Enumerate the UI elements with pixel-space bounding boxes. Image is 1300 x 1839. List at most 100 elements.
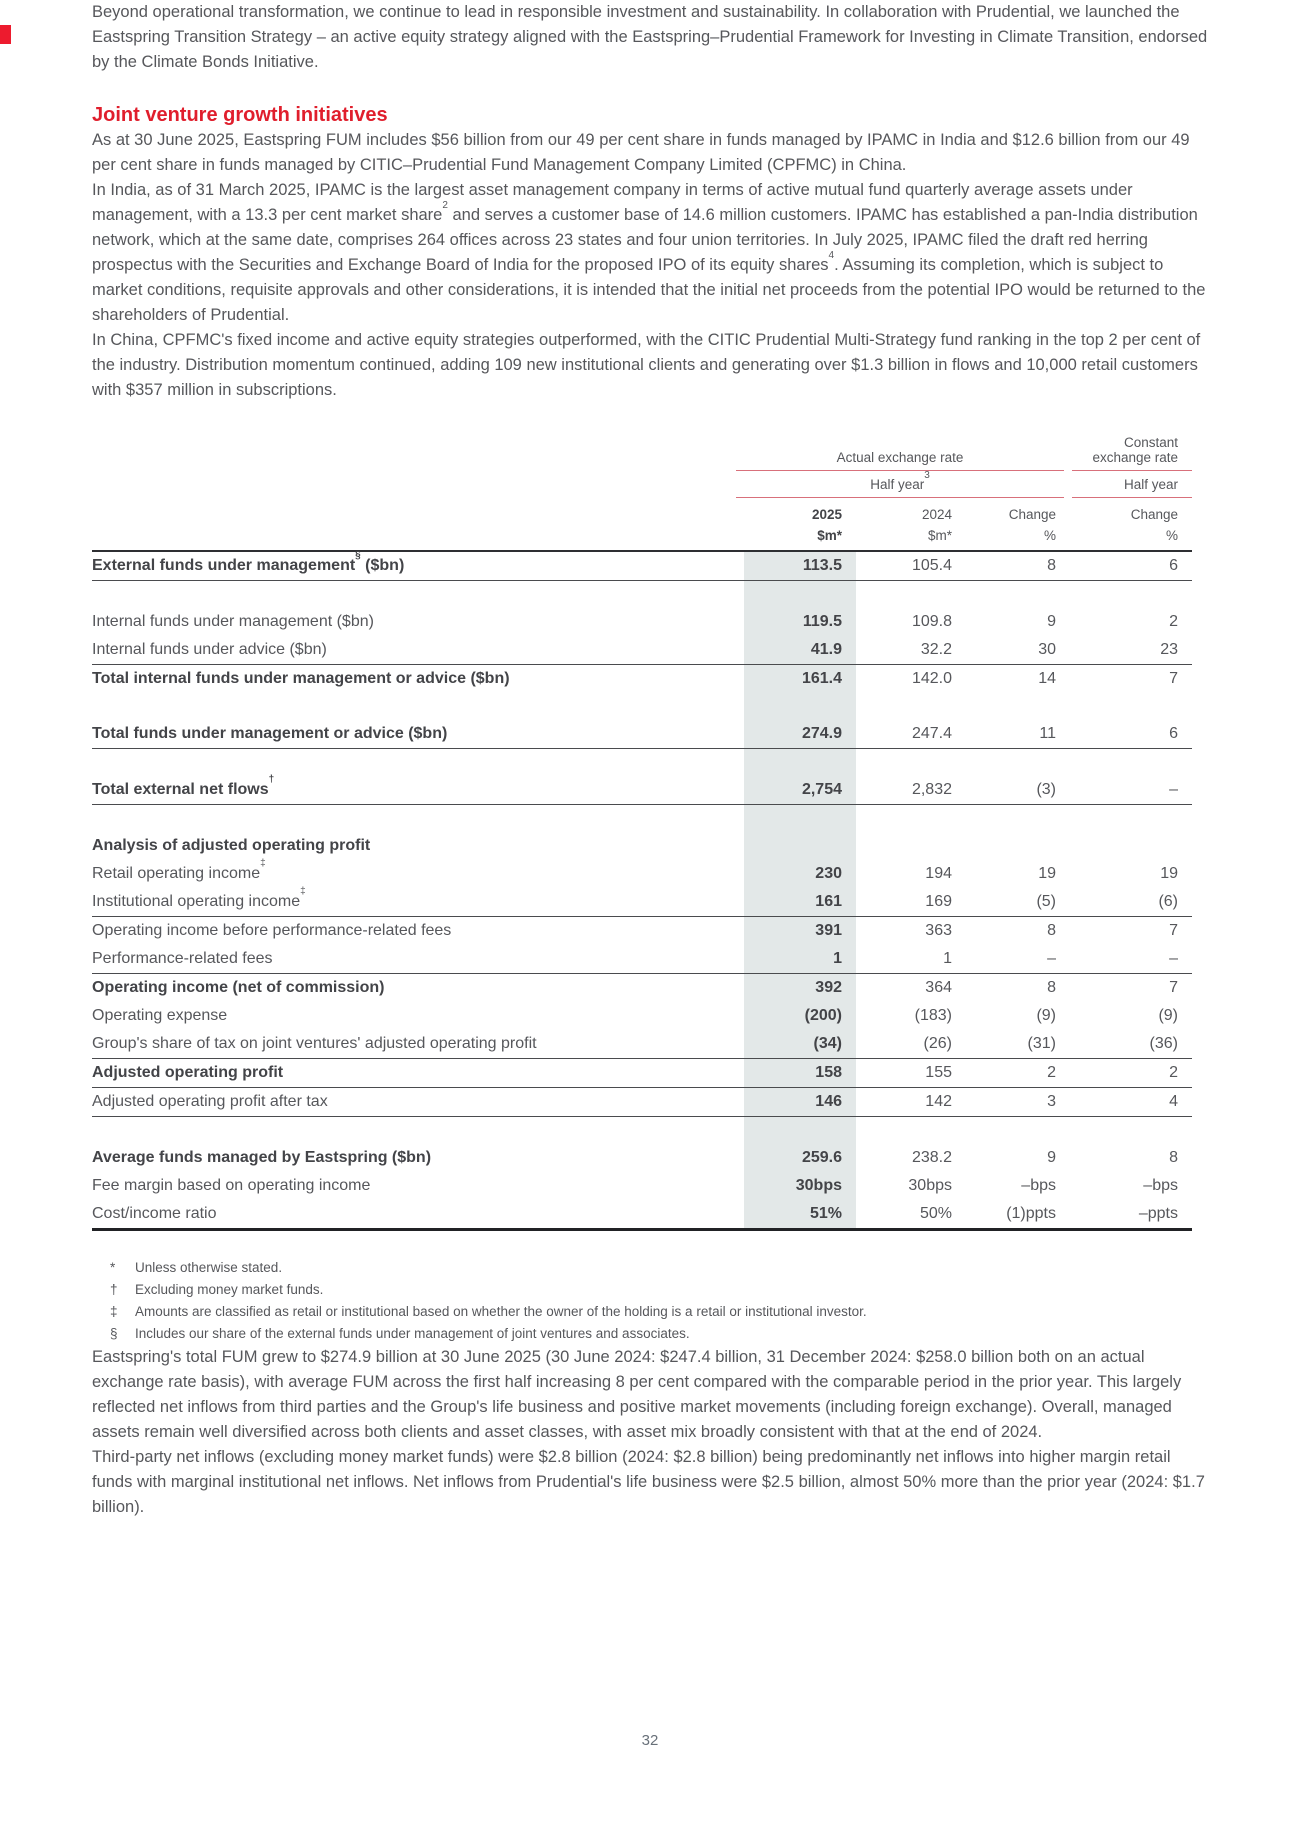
table-year-header-row: 2025 2024 Change Change: [92, 507, 1192, 522]
table-group-header-row: Actual exchange rate Constant exchange r…: [92, 435, 1192, 471]
table-row: Adjusted operating profit 158 155 2 2: [92, 1059, 1192, 1088]
table-units-header-row: $m* $m* % %: [92, 528, 1192, 550]
col-header-change-aer: Change: [1008, 507, 1056, 522]
row-label: Adjusted operating profit: [92, 1064, 284, 1081]
footnote-marker: †: [110, 1282, 118, 1297]
row-value-c3: (3): [1036, 781, 1056, 798]
row-value-c1: [744, 1117, 856, 1144]
actual-exchange-rate-header: Actual exchange rate: [736, 450, 1064, 471]
jv-summary-paragraph: As at 30 June 2025, Eastspring FUM inclu…: [92, 131, 1190, 174]
table-row: Retail operating income‡ 230 194 19 19: [92, 857, 1192, 888]
row-value-c4: –: [1169, 781, 1178, 798]
row-label: Average funds managed by Eastspring ($bn…: [92, 1149, 432, 1166]
unit-header-change-cer: %: [1165, 528, 1178, 543]
row-value-c2: 363: [925, 922, 952, 939]
section-heading: Joint venture growth initiatives: [92, 104, 388, 126]
row-value-c4: –ppts: [1138, 1205, 1178, 1222]
page-content: Beyond operational transformation, we co…: [92, 0, 1212, 1520]
row-value-c3: (5): [1036, 893, 1056, 910]
page-number: 32: [641, 1732, 659, 1749]
intro-paragraph: Beyond operational transformation, we co…: [92, 3, 1208, 71]
table-row: Performance-related fees 1 1 – –: [92, 945, 1192, 974]
row-value-c4: 19: [1160, 865, 1178, 882]
constant-exchange-rate-header: Constant exchange rate: [1072, 435, 1192, 471]
india-text-3: . Assuming its completion, which is subj…: [92, 256, 1206, 324]
footnote-ref: †: [268, 773, 275, 785]
india-text-1: In India, as of 31 March 2025, IPAMC is …: [92, 181, 1133, 224]
row-value-c3: (9): [1036, 1007, 1056, 1024]
row-value-c2: 169: [925, 893, 952, 910]
row-value-c3: 8: [1047, 557, 1056, 574]
row-value-c1: 30bps: [744, 1172, 856, 1200]
table-row: Internal funds under management ($bn) 119…: [92, 608, 1192, 636]
unit-header-change-aer: %: [1043, 528, 1056, 543]
table-row: Adjusted operating profit after tax 146 14…: [92, 1088, 1192, 1117]
row-value-c2: 2,832: [911, 781, 952, 798]
row-value-c1: 1: [744, 945, 856, 973]
footnote: ‡ Amounts are classified as retail or in…: [92, 1301, 1212, 1323]
row-value-c1: 392: [744, 974, 856, 1002]
row-value-c4: 7: [1169, 922, 1178, 939]
row-label: Group's share of tax on joint ventures' …: [92, 1035, 537, 1052]
red-corner-mark: [0, 25, 11, 44]
col-header-change-cer: Change: [1130, 507, 1178, 522]
row-value-c1: 274.9: [744, 720, 856, 748]
table-row: External funds under management§ ($bn) 11…: [92, 550, 1192, 581]
table-row: Total funds under management or advice (…: [92, 720, 1192, 749]
row-value-c1: 158: [744, 1059, 856, 1087]
row-value-c4: –bps: [1143, 1177, 1178, 1194]
row-value-c2: 155: [925, 1064, 952, 1081]
row-value-c2: (26): [923, 1035, 952, 1052]
row-value-c3: 9: [1047, 1149, 1056, 1166]
row-value-c2: 50%: [919, 1205, 952, 1222]
table-row: Institutional operating income‡ 161 169 (5)…: [92, 885, 1192, 917]
row-value-c1: 113.5: [744, 552, 856, 580]
footnote: * Unless otherwise stated.: [92, 1257, 1212, 1279]
row-value-c1: 259.6: [744, 1144, 856, 1172]
row-value-c1: 161: [744, 888, 856, 916]
row-label: Operating expense: [92, 1007, 228, 1024]
table-row: Operating income (net of commission) 392 3…: [92, 974, 1192, 1002]
row-value-c3: 8: [1047, 979, 1056, 996]
row-value-c4: 6: [1169, 725, 1178, 742]
row-value-c2: 32.2: [920, 641, 952, 658]
row-value-c4: 4: [1169, 1093, 1178, 1110]
row-value-c3: 8: [1047, 922, 1056, 939]
row-value-c2: 109.8: [911, 613, 952, 630]
row-value-c1: [744, 805, 856, 832]
row-value-c4: (6): [1158, 893, 1178, 910]
half-year-cer-header: Half year: [1072, 477, 1192, 498]
row-label: Adjusted operating profit after tax: [92, 1093, 328, 1110]
footnote-ref: ‡: [260, 857, 266, 869]
row-value-c1: [744, 693, 856, 720]
footnote-ref: ‡: [300, 885, 306, 897]
table-spacer-row: [92, 749, 1192, 776]
row-value-c4: 7: [1169, 979, 1178, 996]
row-value-c4: –: [1169, 950, 1178, 967]
row-label: Retail operating income‡: [92, 857, 266, 882]
unit-header-2024: $m*: [927, 528, 952, 543]
row-value-c2: 247.4: [911, 725, 952, 742]
table-row: Analysis of adjusted operating profit: [92, 832, 1192, 860]
row-value-c2: 238.2: [911, 1149, 952, 1166]
table-row: Total internal funds under management or…: [92, 665, 1192, 693]
row-value-c4: 6: [1169, 557, 1178, 574]
table-row: Group's share of tax on joint ventures' …: [92, 1030, 1192, 1059]
row-value-c1: 391: [744, 917, 856, 945]
row-value-c1: 230: [744, 860, 856, 888]
row-value-c4: 23: [1160, 641, 1178, 658]
row-value-c2: 105.4: [911, 557, 952, 574]
footnote-ref-3: 3: [924, 469, 930, 481]
row-label: Operating income (net of commission): [92, 979, 385, 996]
row-value-c4: 7: [1169, 670, 1178, 687]
footnote-text: Unless otherwise stated.: [135, 1260, 283, 1275]
row-label: Performance-related fees: [92, 950, 273, 967]
table-row: Internal funds under advice ($bn) 41.9 32.…: [92, 636, 1192, 665]
footnote-text: Includes our share of the external funds…: [135, 1326, 690, 1341]
row-value-c2: (183): [914, 1007, 952, 1024]
row-label: Total funds under management or advice (…: [92, 725, 448, 742]
row-label: Internal funds under management ($bn): [92, 613, 374, 630]
footnote-text: Amounts are classified as retail or inst…: [135, 1304, 867, 1319]
table-spacer-row: [92, 581, 1192, 608]
